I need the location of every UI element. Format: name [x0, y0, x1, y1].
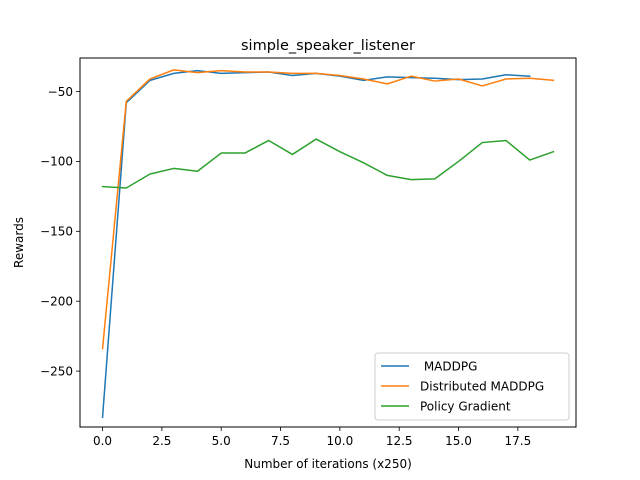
y-tick-label: −200 — [40, 295, 73, 309]
series-line-2 — [101, 138, 555, 189]
plot-area-frame — [79, 57, 577, 428]
legend-label-2: Policy Gradient — [420, 399, 511, 413]
x-tick-label: 0.0 — [93, 434, 112, 448]
y-tick-label: −150 — [40, 225, 73, 239]
x-axis-label: Number of iterations (x250) — [244, 457, 412, 471]
series-line-1 — [101, 69, 555, 350]
legend-box — [374, 352, 570, 421]
x-tick-label: 10.0 — [327, 434, 354, 448]
x-axis: 0.0 2.5 5.0 7.5 10.0 12.5 15.0 17.5 — [93, 427, 531, 448]
x-tick-label: 7.5 — [271, 434, 290, 448]
x-tick-label: 5.0 — [212, 434, 231, 448]
legend-label-1: Distributed MADDPG — [420, 379, 544, 393]
plot-lines — [101, 69, 555, 419]
x-tick-label: 12.5 — [386, 434, 413, 448]
x-tick-label: 2.5 — [152, 434, 171, 448]
x-tick-label: 15.0 — [445, 434, 472, 448]
chart-title: simple_speaker_listener — [241, 38, 415, 54]
y-tick-label: −250 — [40, 364, 73, 378]
y-tick-label: −100 — [40, 155, 73, 169]
x-tick-label: 17.5 — [504, 434, 531, 448]
y-tick-label: −50 — [48, 85, 73, 99]
legend-label-0: MADDPG — [420, 359, 477, 373]
legend: MADDPG Distributed MADDPG Policy Gradient — [374, 352, 570, 421]
y-axis-label: Rewards — [12, 217, 26, 268]
y-axis: −250 −200 −150 −100 −50 — [40, 85, 80, 378]
